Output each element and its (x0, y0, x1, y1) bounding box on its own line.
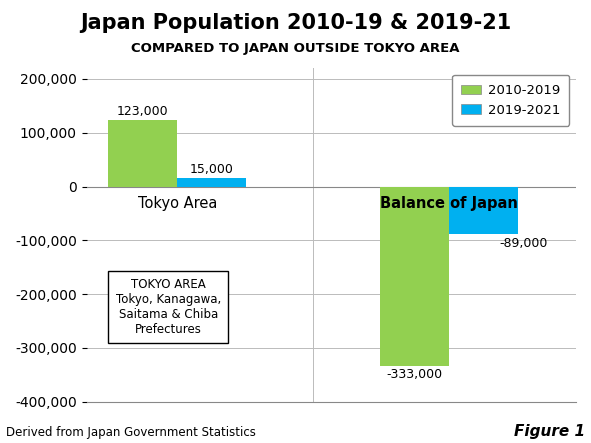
Bar (177, 179, 246, 187)
Text: 15,000: 15,000 (190, 163, 233, 176)
Text: Figure 1: Figure 1 (514, 424, 585, 439)
Text: Japan Population 2010-19 & 2019-21: Japan Population 2010-19 & 2019-21 (80, 13, 511, 33)
Bar (108, 120, 177, 187)
Text: Balance of Japan: Balance of Japan (380, 196, 518, 211)
Bar (449, 187, 518, 234)
Text: -333,000: -333,000 (387, 369, 443, 381)
Text: COMPARED TO JAPAN OUTSIDE TOKYO AREA: COMPARED TO JAPAN OUTSIDE TOKYO AREA (131, 42, 460, 55)
Text: 123,000: 123,000 (117, 105, 168, 118)
Text: TOKYO AREA
Tokyo, Kanagawa,
Saitama & Chiba
Prefectures: TOKYO AREA Tokyo, Kanagawa, Saitama & Ch… (115, 278, 221, 336)
Text: Tokyo Area: Tokyo Area (138, 196, 217, 211)
Legend: 2010-2019, 2019-2021: 2010-2019, 2019-2021 (452, 75, 569, 126)
Text: Derived from Japan Government Statistics: Derived from Japan Government Statistics (6, 426, 256, 439)
Text: -89,000: -89,000 (499, 237, 548, 250)
Bar (380, 187, 449, 366)
